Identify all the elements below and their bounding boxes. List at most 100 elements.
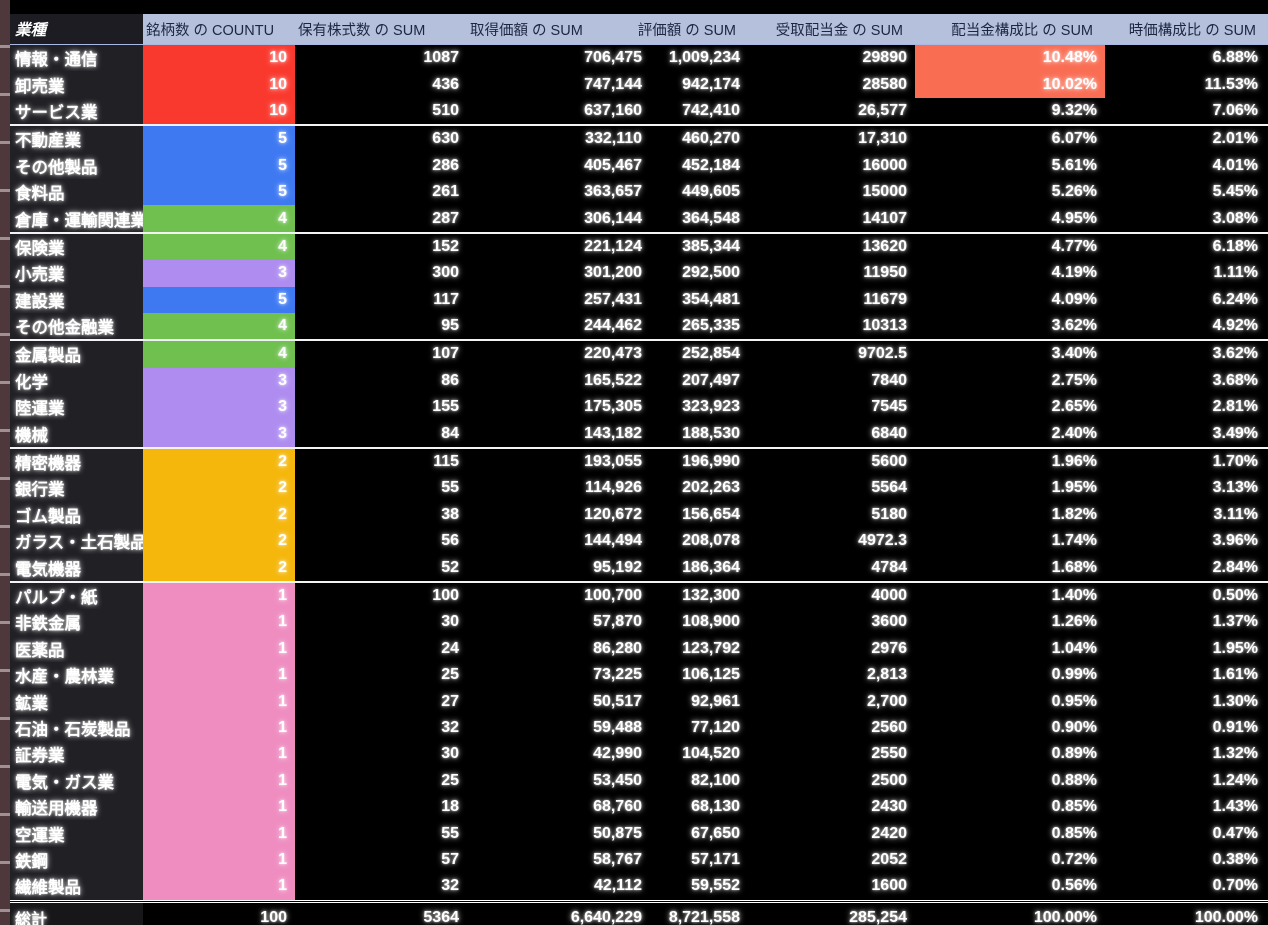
- cell-mv-ratio[interactable]: 2.81%: [1212, 398, 1258, 416]
- cell-div-ratio[interactable]: 1.68%: [1051, 558, 1097, 576]
- cell-cost[interactable]: 405,467: [584, 156, 642, 174]
- cell-industry[interactable]: その他金融業: [10, 312, 143, 340]
- cell-industry[interactable]: 陸運業: [10, 394, 143, 421]
- cell-count[interactable]: 4: [143, 312, 295, 340]
- cell-div-ratio[interactable]: 2.75%: [1051, 371, 1097, 389]
- cell-cost[interactable]: 50,875: [593, 824, 642, 842]
- cell-cost[interactable]: 221,124: [584, 237, 642, 255]
- cell-industry[interactable]: 金属製品: [10, 341, 143, 368]
- cell-mv-ratio[interactable]: 3.96%: [1212, 532, 1258, 550]
- cell-dividend[interactable]: 11950: [863, 264, 907, 282]
- cell-mv-ratio[interactable]: 1.95%: [1212, 639, 1258, 657]
- cell-industry[interactable]: 石油・石炭製品: [10, 714, 143, 742]
- cell-shares[interactable]: 56: [441, 532, 459, 550]
- cell-shares[interactable]: 55: [441, 824, 459, 842]
- cell-count[interactable]: 1: [143, 820, 295, 847]
- cell-shares[interactable]: 152: [432, 237, 459, 255]
- header-count[interactable]: 銘柄数 の COUNTU: [143, 14, 295, 44]
- cell-shares[interactable]: 107: [432, 345, 459, 363]
- cell-industry[interactable]: サービス業: [10, 97, 143, 125]
- cell-industry[interactable]: 電気機器: [10, 554, 143, 581]
- cell-div-ratio[interactable]: 4.95%: [1051, 209, 1097, 227]
- cell-count[interactable]: 5: [143, 152, 295, 179]
- total-count[interactable]: 100: [260, 909, 287, 925]
- cell-count[interactable]: 4: [143, 233, 295, 261]
- cell-industry[interactable]: 機械: [10, 420, 143, 447]
- cell-div-ratio[interactable]: 0.56%: [1051, 877, 1097, 895]
- cell-mv-ratio[interactable]: 3.68%: [1212, 371, 1258, 389]
- cell-div-ratio[interactable]: 1.26%: [1051, 613, 1097, 631]
- cell-count[interactable]: 1: [143, 793, 295, 821]
- cell-count[interactable]: 1: [143, 873, 295, 900]
- cell-dividend[interactable]: 2,813: [866, 666, 907, 684]
- cell-value[interactable]: 108,900: [682, 613, 740, 631]
- cell-value[interactable]: 196,990: [682, 453, 740, 471]
- cell-industry[interactable]: 化学: [10, 367, 143, 395]
- cell-div-ratio[interactable]: 1.40%: [1051, 587, 1097, 604]
- cell-dividend[interactable]: 17,310: [858, 130, 907, 148]
- cell-value[interactable]: 186,364: [682, 558, 740, 576]
- cell-value[interactable]: 68,130: [691, 798, 740, 816]
- total-shares[interactable]: 5364: [423, 909, 459, 925]
- cell-shares[interactable]: 1087: [423, 49, 459, 67]
- cell-mv-ratio[interactable]: 0.38%: [1212, 850, 1258, 868]
- cell-div-ratio[interactable]: 0.89%: [1051, 745, 1097, 763]
- cell-industry[interactable]: 不動産業: [10, 126, 143, 153]
- cell-mv-ratio[interactable]: 3.11%: [1213, 505, 1258, 523]
- cell-industry[interactable]: 情報・通信: [10, 45, 143, 72]
- cell-value[interactable]: 207,497: [682, 371, 740, 389]
- cell-shares[interactable]: 286: [432, 156, 459, 174]
- cell-cost[interactable]: 73,225: [593, 666, 642, 684]
- cell-shares[interactable]: 287: [432, 209, 459, 227]
- cell-div-ratio[interactable]: 1.74%: [1051, 532, 1097, 550]
- cell-cost[interactable]: 144,494: [584, 532, 642, 550]
- cell-value[interactable]: 67,650: [691, 824, 740, 842]
- total-mv-ratio[interactable]: 100.00%: [1194, 909, 1258, 925]
- cell-cost[interactable]: 57,870: [593, 613, 642, 631]
- cell-industry[interactable]: 精密機器: [10, 448, 143, 476]
- cell-dividend[interactable]: 5564: [871, 479, 907, 497]
- cell-cost[interactable]: 42,990: [593, 745, 642, 763]
- cell-cost[interactable]: 165,522: [584, 371, 642, 389]
- cell-industry[interactable]: 繊維製品: [10, 873, 143, 900]
- cell-shares[interactable]: 436: [432, 75, 459, 93]
- total-cost[interactable]: 6,640,229: [570, 909, 642, 925]
- cell-count[interactable]: 5: [143, 126, 295, 153]
- cell-shares[interactable]: 261: [432, 183, 459, 201]
- cell-count[interactable]: 3: [143, 394, 295, 421]
- cell-cost[interactable]: 50,517: [593, 692, 642, 710]
- cell-value[interactable]: 1,009,234: [668, 49, 740, 67]
- cell-cost[interactable]: 86,280: [593, 639, 642, 657]
- cell-shares[interactable]: 510: [432, 101, 459, 119]
- cell-dividend[interactable]: 13620: [862, 237, 908, 255]
- cell-div-ratio[interactable]: 1.82%: [1051, 505, 1097, 523]
- cell-count[interactable]: 10: [143, 45, 295, 72]
- cell-value[interactable]: 106,125: [682, 666, 740, 684]
- cell-mv-ratio[interactable]: 1.24%: [1212, 771, 1258, 789]
- cell-shares[interactable]: 30: [441, 745, 459, 763]
- cell-mv-ratio[interactable]: 7.06%: [1212, 101, 1258, 119]
- cell-cost[interactable]: 747,144: [584, 75, 642, 93]
- cell-div-ratio[interactable]: 5.61%: [1051, 156, 1097, 174]
- cell-value[interactable]: 123,792: [682, 639, 740, 657]
- cell-dividend[interactable]: 2976: [871, 639, 907, 657]
- cell-count[interactable]: 2: [143, 475, 295, 502]
- cell-mv-ratio[interactable]: 1.37%: [1212, 613, 1258, 631]
- cell-dividend[interactable]: 14107: [862, 209, 908, 227]
- cell-mv-ratio[interactable]: 4.92%: [1212, 317, 1258, 335]
- cell-div-ratio[interactable]: 1.04%: [1051, 639, 1097, 657]
- cell-cost[interactable]: 706,475: [584, 49, 642, 67]
- cell-count[interactable]: 10: [143, 97, 295, 125]
- cell-industry[interactable]: 建設業: [10, 286, 143, 313]
- cell-value[interactable]: 354,481: [682, 290, 740, 308]
- cell-shares[interactable]: 300: [432, 264, 459, 282]
- cell-count[interactable]: 5: [143, 178, 295, 206]
- cell-dividend[interactable]: 10313: [862, 317, 908, 335]
- cell-dividend[interactable]: 7840: [871, 371, 907, 389]
- total-div-ratio[interactable]: 100.00%: [1033, 909, 1097, 925]
- cell-mv-ratio[interactable]: 2.84%: [1212, 558, 1258, 576]
- cell-dividend[interactable]: 29890: [862, 49, 908, 67]
- cell-shares[interactable]: 57: [441, 850, 459, 868]
- cell-mv-ratio[interactable]: 1.70%: [1212, 453, 1258, 471]
- total-value[interactable]: 8,721,558: [668, 909, 740, 925]
